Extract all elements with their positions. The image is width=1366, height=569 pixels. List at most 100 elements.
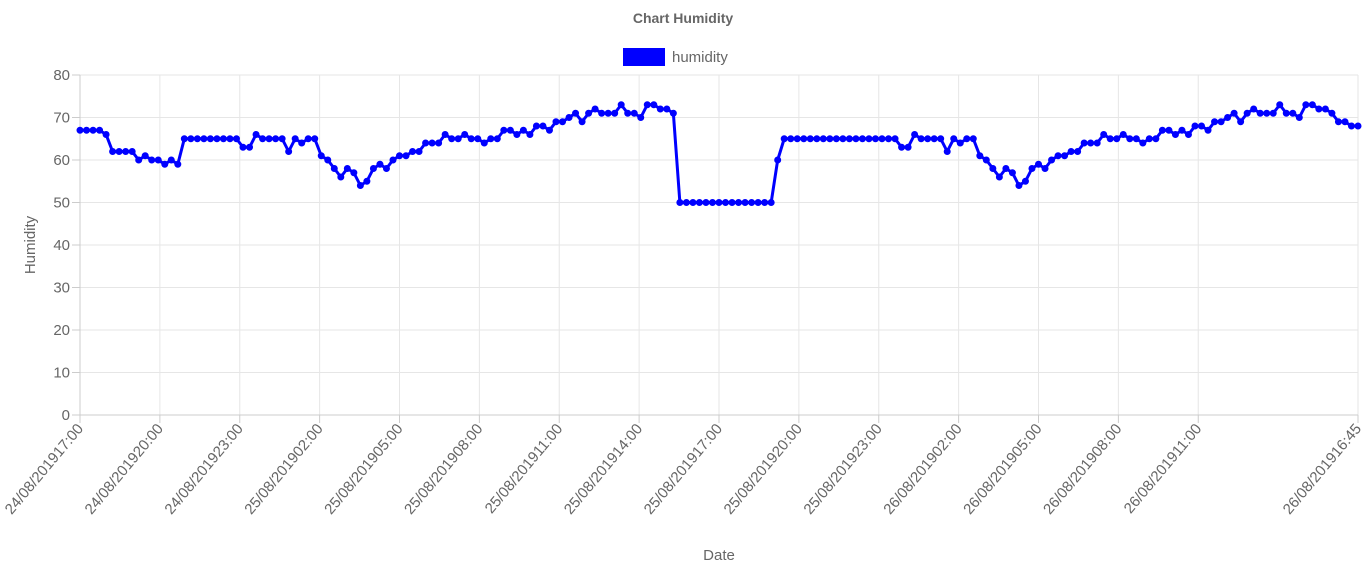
data-point[interactable] [695, 199, 703, 206]
data-point[interactable] [363, 177, 371, 185]
data-point[interactable] [493, 135, 501, 143]
data-point[interactable] [735, 199, 743, 206]
data-point[interactable] [989, 165, 997, 172]
data-point[interactable] [839, 135, 847, 143]
data-point[interactable] [500, 126, 508, 134]
data-point[interactable] [545, 126, 553, 134]
data-point[interactable] [702, 199, 710, 206]
data-point[interactable] [1191, 122, 1199, 130]
data-point[interactable] [1269, 109, 1277, 117]
data-point[interactable] [1080, 139, 1088, 147]
data-point[interactable] [193, 135, 201, 143]
data-point[interactable] [291, 135, 299, 143]
data-point[interactable] [1100, 131, 1108, 138]
data-point[interactable] [1152, 135, 1160, 143]
data-point[interactable] [1028, 165, 1036, 172]
data-point[interactable] [526, 131, 534, 138]
data-point[interactable] [676, 199, 684, 206]
data-point[interactable] [630, 109, 638, 117]
data-point[interactable] [722, 199, 730, 206]
data-point[interactable] [1093, 139, 1101, 147]
data-point[interactable] [1119, 131, 1127, 138]
data-point[interactable] [128, 148, 136, 155]
data-point[interactable] [1321, 105, 1329, 113]
data-point[interactable] [871, 135, 879, 143]
data-point[interactable] [1002, 165, 1010, 172]
data-point[interactable] [845, 135, 853, 143]
data-point[interactable] [708, 199, 716, 206]
data-point[interactable] [598, 109, 606, 117]
data-point[interactable] [1282, 109, 1290, 117]
data-point[interactable] [728, 199, 736, 206]
data-point[interactable] [115, 148, 123, 155]
data-point[interactable] [819, 135, 827, 143]
data-point[interactable] [1328, 109, 1336, 117]
data-point[interactable] [1354, 122, 1362, 130]
data-point[interactable] [1171, 131, 1179, 138]
data-point[interactable] [689, 199, 697, 206]
data-point[interactable] [1021, 177, 1029, 185]
data-point[interactable] [435, 139, 443, 147]
data-point[interactable] [552, 118, 560, 126]
data-point[interactable] [122, 148, 130, 155]
data-point[interactable] [506, 126, 514, 134]
data-point[interactable] [1061, 152, 1069, 160]
data-point[interactable] [1302, 101, 1310, 109]
data-point[interactable] [1184, 131, 1192, 138]
data-point[interactable] [1347, 122, 1355, 130]
data-point[interactable] [200, 135, 208, 143]
data-point[interactable] [422, 139, 430, 147]
data-point[interactable] [389, 156, 397, 164]
data-point[interactable] [682, 199, 690, 206]
data-point[interactable] [1243, 109, 1251, 117]
data-point[interactable] [474, 135, 482, 143]
data-point[interactable] [1276, 101, 1284, 109]
data-point[interactable] [1178, 126, 1186, 134]
data-point[interactable] [806, 135, 814, 143]
data-point[interactable] [793, 135, 801, 143]
data-point[interactable] [669, 109, 677, 117]
data-point[interactable] [663, 105, 671, 113]
data-point[interactable] [298, 139, 306, 147]
data-point[interactable] [1341, 118, 1349, 126]
data-point[interactable] [1132, 135, 1140, 143]
data-point[interactable] [480, 139, 488, 147]
data-point[interactable] [1237, 118, 1245, 126]
data-point[interactable] [272, 135, 280, 143]
data-point[interactable] [1008, 169, 1016, 177]
data-point[interactable] [741, 199, 749, 206]
data-point[interactable] [180, 135, 188, 143]
data-point[interactable] [304, 135, 312, 143]
data-point[interactable] [441, 131, 449, 138]
data-point[interactable] [187, 135, 195, 143]
data-point[interactable] [1054, 152, 1062, 160]
data-point[interactable] [917, 135, 925, 143]
data-point[interactable] [246, 143, 254, 151]
data-point[interactable] [317, 152, 325, 160]
data-point[interactable] [911, 131, 919, 138]
data-point[interactable] [76, 126, 84, 134]
data-point[interactable] [1041, 165, 1049, 172]
data-point[interactable] [461, 131, 469, 138]
data-point[interactable] [1074, 148, 1082, 155]
data-point[interactable] [761, 199, 769, 206]
data-point[interactable] [826, 135, 834, 143]
data-point[interactable] [617, 101, 625, 109]
data-point[interactable] [1145, 135, 1153, 143]
data-point[interactable] [937, 135, 945, 143]
data-point[interactable] [767, 199, 775, 206]
data-point[interactable] [1067, 148, 1075, 155]
data-point[interactable] [852, 135, 860, 143]
data-point[interactable] [780, 135, 788, 143]
data-point[interactable] [513, 131, 521, 138]
data-point[interactable] [1113, 135, 1121, 143]
data-point[interactable] [1106, 135, 1114, 143]
data-point[interactable] [154, 156, 162, 164]
data-point[interactable] [1256, 109, 1264, 117]
data-point[interactable] [448, 135, 456, 143]
data-point[interactable] [376, 160, 384, 168]
data-point[interactable] [343, 165, 351, 172]
data-point[interactable] [1211, 118, 1219, 126]
data-point[interactable] [330, 165, 338, 172]
data-point[interactable] [748, 199, 756, 206]
